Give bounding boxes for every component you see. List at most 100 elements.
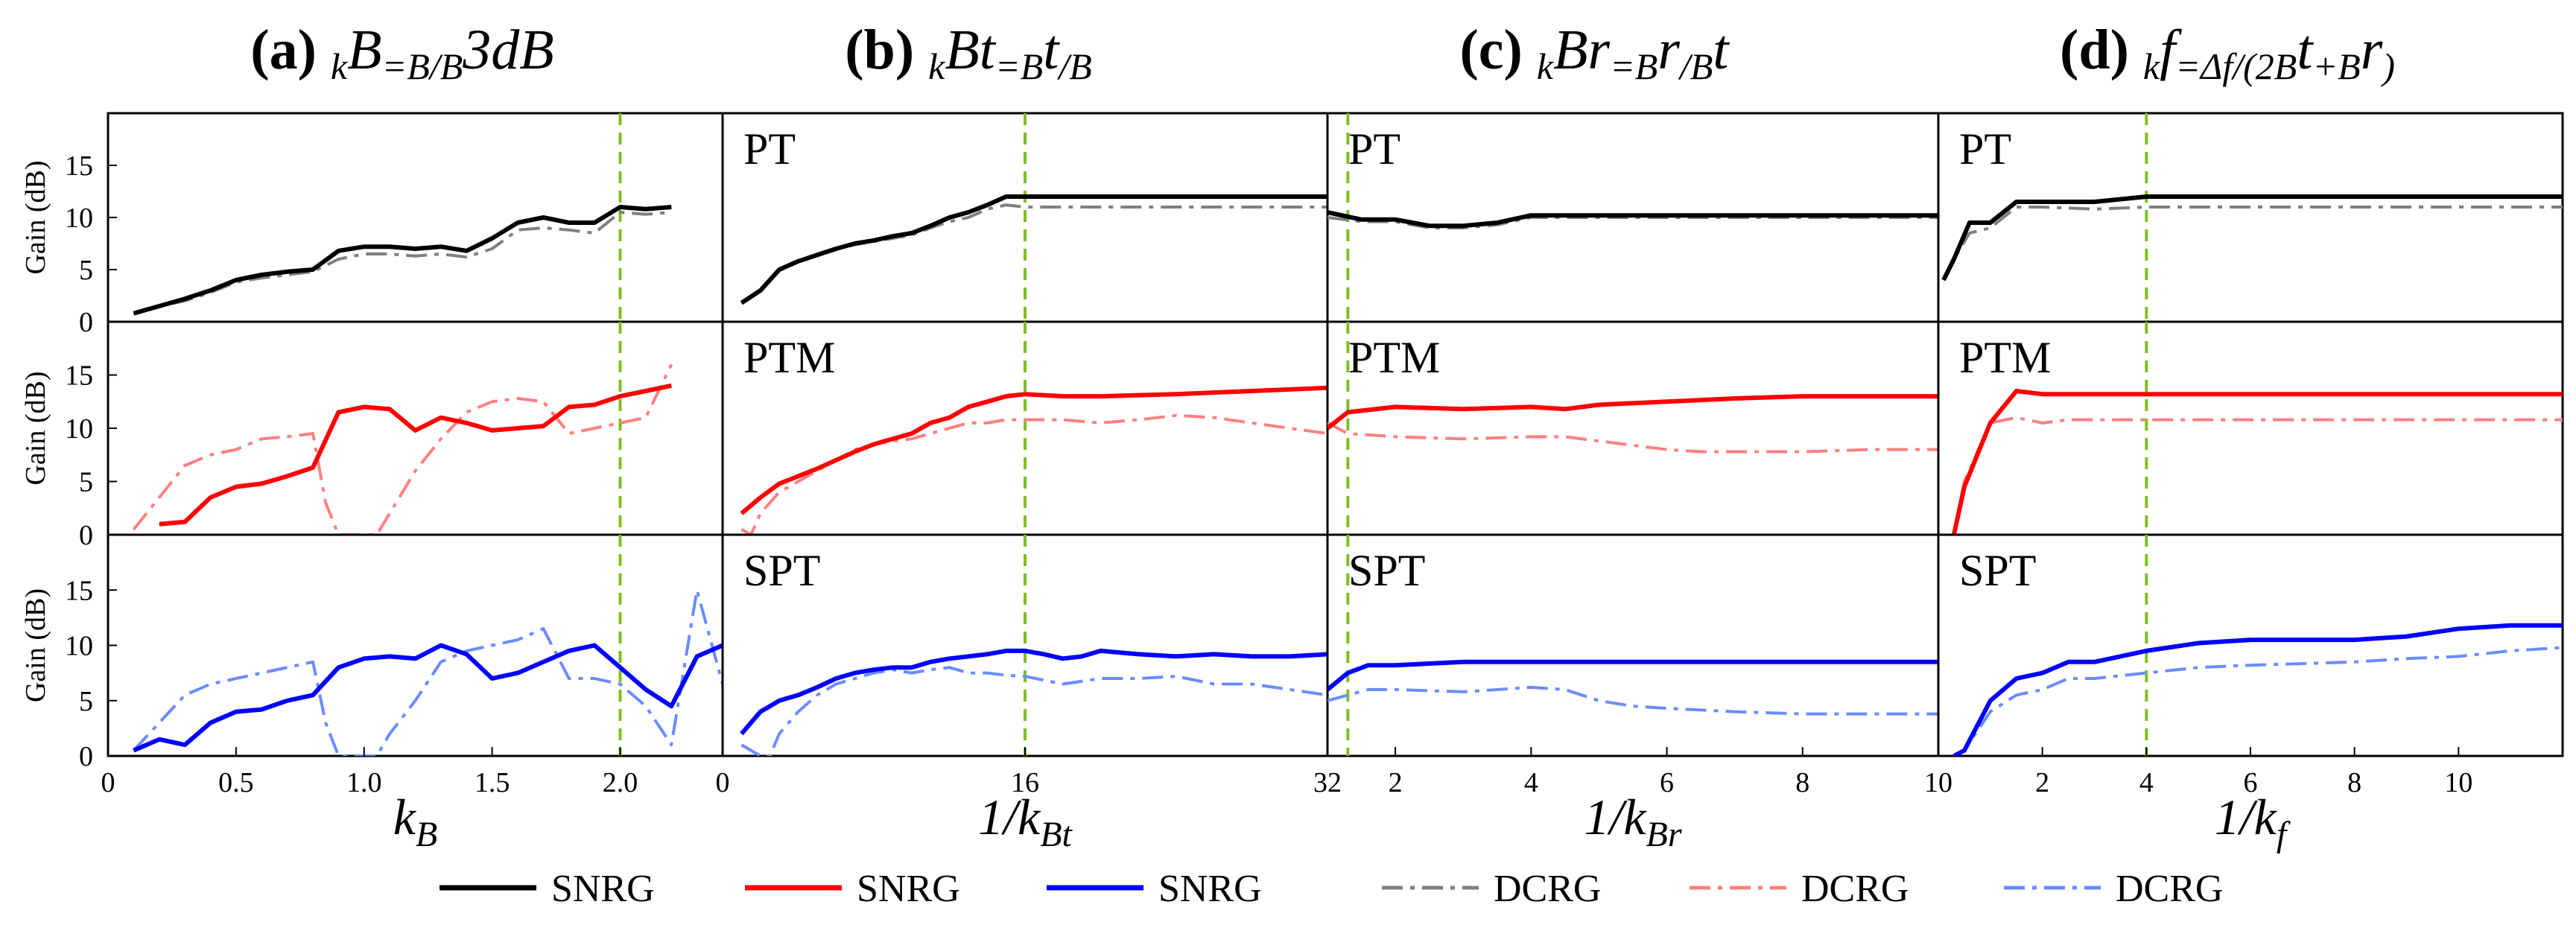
legend-label: SNRG	[551, 868, 655, 910]
panel-label: PTM	[743, 333, 835, 382]
panel-frame	[107, 533, 724, 757]
panel: PTM	[1326, 320, 1940, 536]
series-snrg	[133, 643, 723, 753]
series-snrg	[1327, 659, 1938, 692]
x-tick-label: 10	[1924, 767, 1952, 798]
panel: PT	[1937, 112, 2564, 323]
x-axis-label-sub: Br	[1646, 815, 1682, 854]
title-subscript: )	[2380, 45, 2395, 87]
x-tick-label: 32	[1313, 767, 1342, 798]
series-snrg	[1941, 194, 2563, 282]
title-part: Bt	[945, 19, 996, 81]
y-tick-label: 10	[65, 413, 93, 445]
series-snrg	[740, 385, 1327, 515]
x-tick-label: 4	[1524, 767, 1538, 798]
y-tick-label: 10	[65, 631, 93, 662]
column-title: (c) kBr=Br/Bt	[1460, 19, 1730, 87]
series-snrg	[1327, 394, 1938, 430]
title-subscript: =B/B	[382, 45, 463, 87]
series-dcrg	[132, 588, 723, 756]
x-tick-label: 4	[2139, 767, 2154, 798]
x-axis-label-sub: f	[2277, 815, 2291, 854]
y-axis-label: Gain (dB)	[20, 588, 51, 702]
y-tick-label: 0	[79, 741, 93, 772]
title-part: (a)	[250, 19, 331, 81]
title-part: Br	[1553, 19, 1610, 81]
panel-label: PTM	[1348, 333, 1440, 382]
title-subscript: /B	[1678, 45, 1713, 87]
y-tick-label: 15	[65, 575, 93, 606]
title-part: r	[1657, 19, 1680, 81]
x-axis-label-sub: B	[416, 815, 437, 854]
title-part: (b)	[845, 19, 928, 81]
title-subscript: +B	[2312, 45, 2360, 87]
panel: PT	[721, 112, 1329, 323]
series-snrg	[740, 648, 1327, 736]
x-axis-label: 1/kBr	[1584, 789, 1681, 854]
x-tick-label: 10	[2444, 767, 2472, 798]
title-part: B	[347, 19, 381, 81]
x-axis-label-main: k	[393, 789, 417, 845]
panel: PTM	[1937, 320, 2564, 536]
panels: 0 5 10 15 Gain (dB) 0 5 10 15 Gain (dB) 0 5 10 15 Gain…	[20, 112, 2564, 854]
column-title: (a) kB=B/B3dB	[250, 19, 553, 87]
panel: SPT 2 4 6 8 10 1/kBr	[1326, 533, 1952, 854]
panel: 0 5 10 15 Gain (dB) 0 0.5 1.0 1.5 2.0 kB	[20, 533, 724, 854]
column-title: (b) kBt=Bt/B	[845, 19, 1092, 87]
title-subscript: =Δf/(2B	[2175, 45, 2297, 87]
series-dcrg	[740, 203, 1327, 305]
x-tick-label: 2	[2035, 767, 2049, 798]
y-tick-label: 10	[65, 203, 93, 234]
column-titles: (a) kB=B/B3dB (b) kBt=Bt/B (c) kBr=Br/Bt (d…	[250, 19, 2395, 87]
series-dcrg	[132, 363, 673, 535]
series-snrg	[1327, 210, 1938, 229]
x-tick-label: 0	[101, 767, 115, 798]
panel-label: PT	[1959, 124, 2011, 174]
series-snrg	[133, 205, 672, 316]
y-tick-label: 0	[79, 520, 93, 551]
x-tick-label: 2.0	[603, 767, 638, 798]
y-tick-label: 15	[65, 150, 93, 182]
y-axis-label: Gain (dB)	[20, 371, 51, 485]
title-part: 3dB	[462, 19, 553, 81]
series-snrg	[1952, 623, 2563, 756]
panel-label: SPT	[743, 546, 820, 595]
series-snrg	[1951, 389, 2563, 535]
series-dcrg	[133, 211, 672, 315]
legend-label: SNRG	[857, 868, 960, 910]
x-axis-label: 1/kf	[2215, 789, 2291, 854]
y-tick-label: 5	[79, 467, 93, 498]
series-dcrg	[1327, 422, 1938, 454]
panel-label: PT	[1348, 124, 1400, 174]
title-subscript: /B	[1056, 45, 1091, 87]
panel: 0 5 10 15 Gain (dB)	[20, 320, 724, 551]
panel-frame	[107, 112, 724, 323]
y-axis-label: Gain (dB)	[20, 160, 51, 274]
y-tick-label: 15	[65, 360, 93, 392]
x-axis-label-main: 1/k	[2215, 789, 2278, 845]
x-tick-label: 8	[2347, 767, 2361, 798]
title-subscript: k	[928, 45, 945, 87]
panel: PT	[1326, 112, 1940, 323]
panel-label: SPT	[1348, 546, 1425, 595]
title-part: t	[1713, 19, 1730, 81]
panel: SPT 0 16 32 1/kBt	[716, 533, 1342, 854]
x-axis-label: kB	[393, 789, 438, 854]
x-tick-label: 1.0	[346, 767, 382, 798]
series-dcrg	[740, 413, 1327, 535]
title-subscript: k	[331, 45, 348, 87]
title-part: (c)	[1460, 19, 1537, 81]
panel-label: PT	[743, 124, 796, 174]
y-tick-label: 5	[79, 686, 93, 717]
column-title: (d) kf=Δf/(2Bt+Br)	[2060, 19, 2395, 87]
title-part: r	[2361, 19, 2383, 81]
series-dcrg	[1327, 685, 1938, 716]
series-dcrg	[740, 666, 1327, 756]
y-tick-label: 5	[79, 255, 93, 286]
series-snrg	[159, 383, 672, 527]
legend-label: DCRG	[1801, 868, 1909, 910]
series-dcrg	[1942, 206, 2563, 281]
title-part: (d)	[2060, 19, 2143, 81]
x-tick-label: 0	[716, 767, 730, 798]
